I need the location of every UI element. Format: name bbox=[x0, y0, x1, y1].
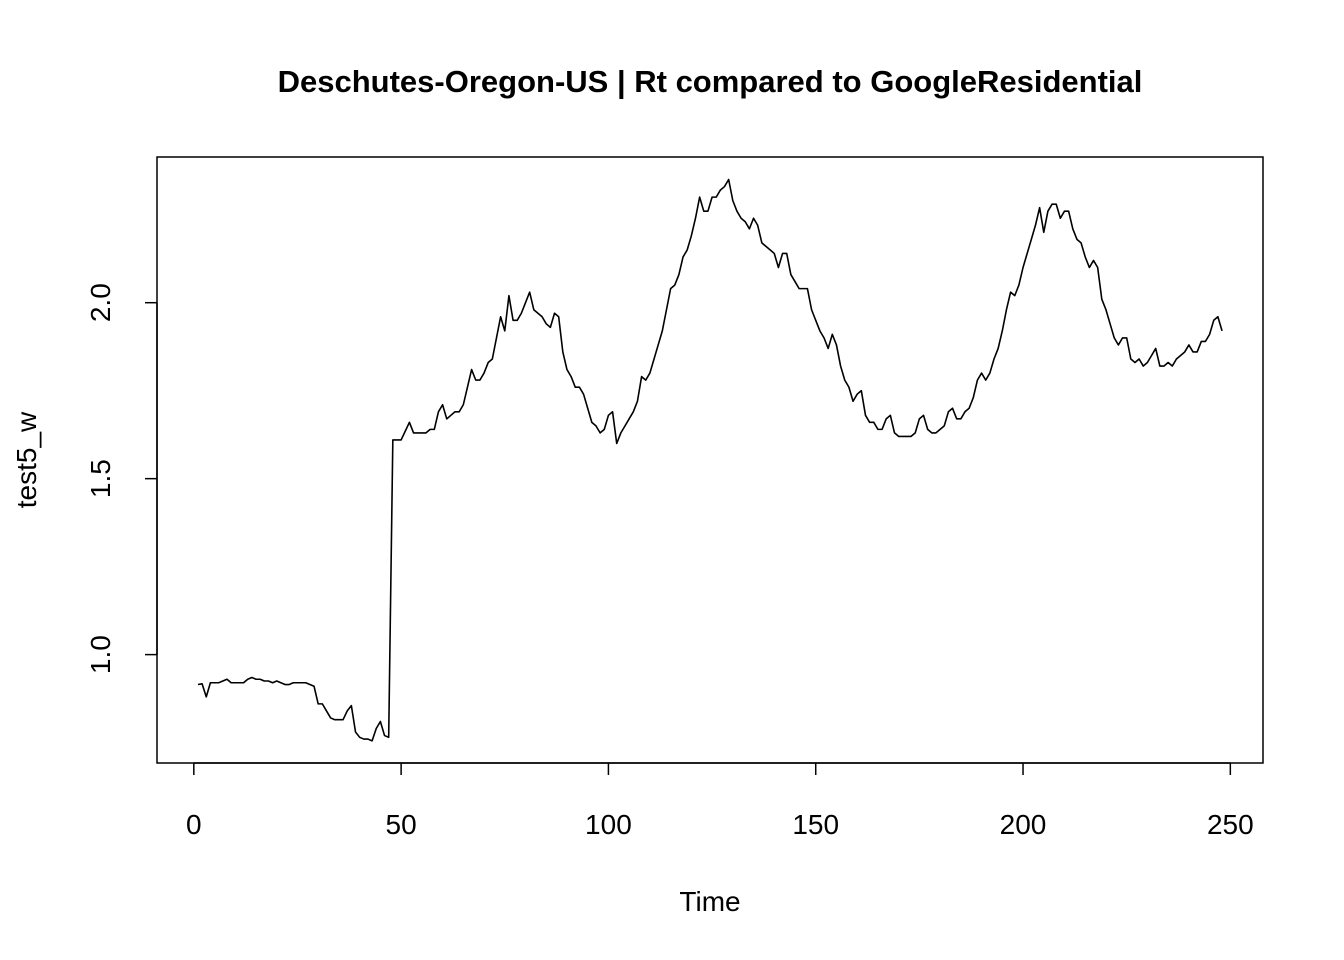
data-line bbox=[197, 178, 1223, 742]
x-tick-label: 100 bbox=[585, 809, 632, 840]
y-tick-label: 1.5 bbox=[85, 459, 116, 498]
x-tick-label: 250 bbox=[1207, 809, 1254, 840]
x-tick-label: 0 bbox=[186, 809, 202, 840]
y-tick-label: 1.0 bbox=[85, 635, 116, 674]
x-axis-label: Time bbox=[679, 886, 740, 917]
chart-title: Deschutes-Oregon-US | Rt compared to Goo… bbox=[278, 64, 1143, 99]
y-axis-label: test5_w bbox=[11, 411, 42, 508]
x-tick-label: 50 bbox=[386, 809, 417, 840]
x-tick-label: 200 bbox=[1000, 809, 1047, 840]
x-tick-label: 150 bbox=[792, 809, 839, 840]
y-tick-label: 2.0 bbox=[85, 283, 116, 322]
